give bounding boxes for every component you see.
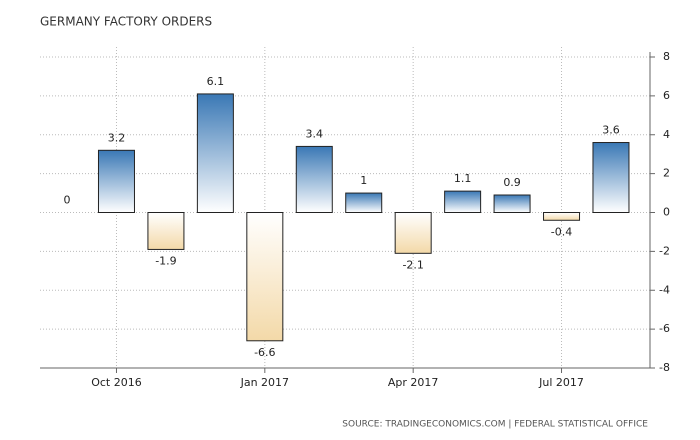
y-tick-label: -4 xyxy=(659,283,670,296)
x-tick-label: Jan 2017 xyxy=(240,376,289,389)
data-label: 6.1 xyxy=(207,75,225,88)
data-label: 3.4 xyxy=(306,127,324,140)
bar xyxy=(295,145,333,214)
bar xyxy=(444,190,482,213)
data-label: -0.4 xyxy=(551,225,572,238)
source: SOURCE: TRADINGECONOMICS.COM | FEDERAL S… xyxy=(342,420,648,430)
x-tick-label: Jul 2017 xyxy=(538,376,584,389)
chart-title: GERMANY FACTORY ORDERS xyxy=(40,15,212,29)
data-label: 1 xyxy=(360,174,367,187)
bar xyxy=(592,142,630,213)
data-label: 0 xyxy=(64,194,71,207)
y-tick-label: 0 xyxy=(663,206,670,219)
bar xyxy=(543,212,581,221)
bar xyxy=(97,149,135,214)
data-label: 3.6 xyxy=(602,124,620,137)
x-tick-label: Apr 2017 xyxy=(388,376,439,389)
bar xyxy=(196,93,234,213)
bar xyxy=(493,194,531,214)
bar xyxy=(345,192,383,213)
data-label: 1.1 xyxy=(454,172,472,185)
bar xyxy=(394,212,432,254)
data-label: -6.6 xyxy=(254,346,275,359)
bar xyxy=(246,212,284,342)
data-label: 0.9 xyxy=(503,176,521,189)
y-tick-label: 4 xyxy=(663,128,670,141)
y-tick-label: 8 xyxy=(663,50,670,63)
data-label: 3.2 xyxy=(108,131,126,144)
bar xyxy=(147,212,185,250)
data-label: -1.9 xyxy=(155,254,176,267)
y-tick-label: -8 xyxy=(659,361,670,374)
data-label: -2.1 xyxy=(402,258,423,271)
y-tick-label: 2 xyxy=(663,167,670,180)
x-tick-label: Oct 2016 xyxy=(91,376,142,389)
y-tick-label: -6 xyxy=(659,322,670,335)
y-tick-label: 6 xyxy=(663,89,670,102)
y-tick-label: -2 xyxy=(659,244,670,257)
